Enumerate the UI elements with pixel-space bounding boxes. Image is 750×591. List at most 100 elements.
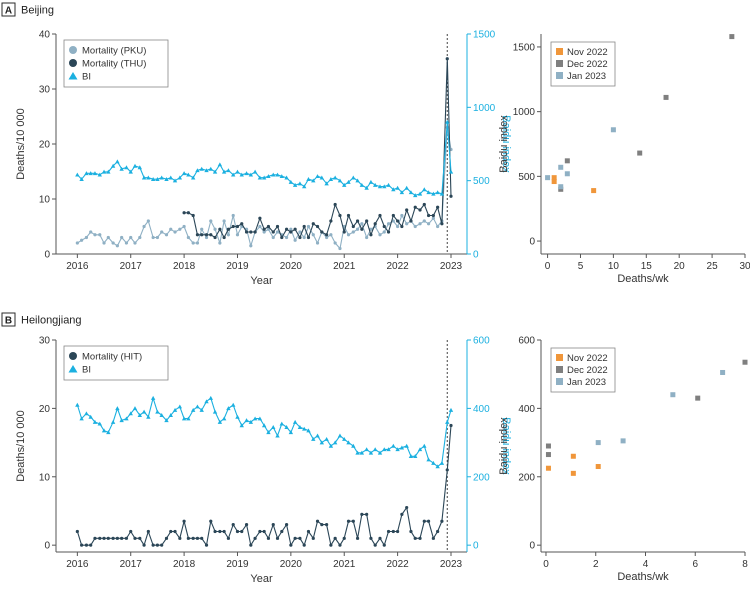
ts-point <box>84 543 89 547</box>
ts-legend-marker <box>69 59 77 67</box>
ts-point <box>378 536 382 540</box>
ts-point <box>365 219 369 223</box>
sc-x-tick-label: 0 <box>545 261 551 272</box>
ts-point <box>413 224 417 229</box>
ts-point <box>440 519 444 523</box>
sc-x-tick-label: 15 <box>641 261 653 272</box>
ts-point <box>328 443 334 448</box>
ts-point <box>382 447 387 452</box>
ts-point <box>84 411 89 416</box>
sc-legend-marker <box>556 48 563 55</box>
ts-point <box>346 519 351 523</box>
ts-point <box>284 235 289 240</box>
ts-y-axis-label: Deaths/10 000 <box>15 410 27 482</box>
ts-point <box>391 529 395 534</box>
ts-point <box>293 536 297 540</box>
ts-point <box>306 428 311 433</box>
ts-point <box>413 454 418 459</box>
ts-year-tick-label: 2017 <box>120 261 143 272</box>
sc-point <box>545 175 551 181</box>
sc-y-tick-label: 0 <box>529 541 535 552</box>
ts-point <box>426 457 431 462</box>
ts-point <box>431 216 435 220</box>
ts-point <box>177 175 183 180</box>
ts-point <box>413 205 417 209</box>
ts-point <box>399 445 405 450</box>
ts-point <box>218 227 222 231</box>
ts-point <box>293 238 297 242</box>
ts-point <box>146 529 150 534</box>
ts-point <box>426 222 431 226</box>
ts-point <box>382 224 386 229</box>
ts-legend-label: Mortality (THU) <box>82 59 146 70</box>
ts-point <box>359 182 365 187</box>
ts-point <box>413 536 417 540</box>
ts-point <box>208 395 213 400</box>
ts-point <box>288 430 294 435</box>
ts-point <box>396 219 400 223</box>
ts-point <box>186 172 191 177</box>
ts-point <box>449 194 453 198</box>
ts-point <box>181 171 187 176</box>
ts-left-tick-label: 0 <box>44 541 50 552</box>
ts-point <box>436 529 440 534</box>
ts-y2-axis-label: Baidu index <box>500 115 512 173</box>
ts-point <box>302 224 306 229</box>
ts-x-axis-label: Year <box>250 573 273 585</box>
ts-point <box>324 181 329 186</box>
ts-point <box>435 464 440 469</box>
ts-point <box>280 529 284 534</box>
ts-point <box>177 404 183 409</box>
sc-y-tick-label: 500 <box>518 172 535 183</box>
ts-point <box>289 230 293 234</box>
sc-y-tick-label: 0 <box>529 237 535 248</box>
ts-point <box>360 222 364 226</box>
ts-point <box>249 543 253 547</box>
ts-point <box>319 440 325 445</box>
ts-point <box>209 219 213 223</box>
ts-point <box>337 433 343 438</box>
ts-point <box>395 185 400 190</box>
ts-point <box>231 213 235 218</box>
ts-point <box>133 536 137 540</box>
ts-point <box>266 227 271 231</box>
sc-point <box>729 34 735 40</box>
ts-point <box>342 536 346 540</box>
ts-point <box>311 536 315 540</box>
ts-point <box>111 241 115 245</box>
ts-point <box>325 235 329 240</box>
ts-point <box>266 536 271 540</box>
sc-point <box>558 184 564 190</box>
ts-point <box>124 416 129 421</box>
ts-series-line <box>76 396 452 468</box>
ts-point <box>338 246 342 251</box>
ts-point <box>449 423 453 428</box>
ts-point <box>297 424 303 429</box>
ts-point <box>226 233 231 237</box>
ts-point <box>222 219 226 223</box>
ts-point <box>315 433 320 438</box>
ts-point <box>386 222 391 226</box>
ts-point <box>386 447 391 452</box>
ts-point <box>275 536 280 540</box>
sc-point <box>551 175 557 181</box>
ts-point <box>338 543 342 547</box>
sc-point <box>742 359 748 365</box>
ts-point <box>382 230 386 234</box>
ts-point <box>448 407 454 412</box>
ts-point <box>418 222 422 226</box>
ts-point <box>405 222 409 226</box>
ts-point <box>284 175 289 180</box>
ts-point <box>155 235 160 240</box>
ts-point <box>217 162 223 167</box>
ts-point <box>213 529 217 534</box>
ts-legend-marker <box>69 352 77 360</box>
ts-point <box>141 175 147 180</box>
sc-legend-label: Nov 2022 <box>567 47 608 58</box>
sc-point <box>591 188 597 194</box>
ts-point <box>119 418 124 423</box>
ts-point <box>212 169 218 174</box>
ts-point <box>364 447 369 452</box>
ts-point <box>404 443 409 448</box>
ts-point <box>129 235 133 240</box>
